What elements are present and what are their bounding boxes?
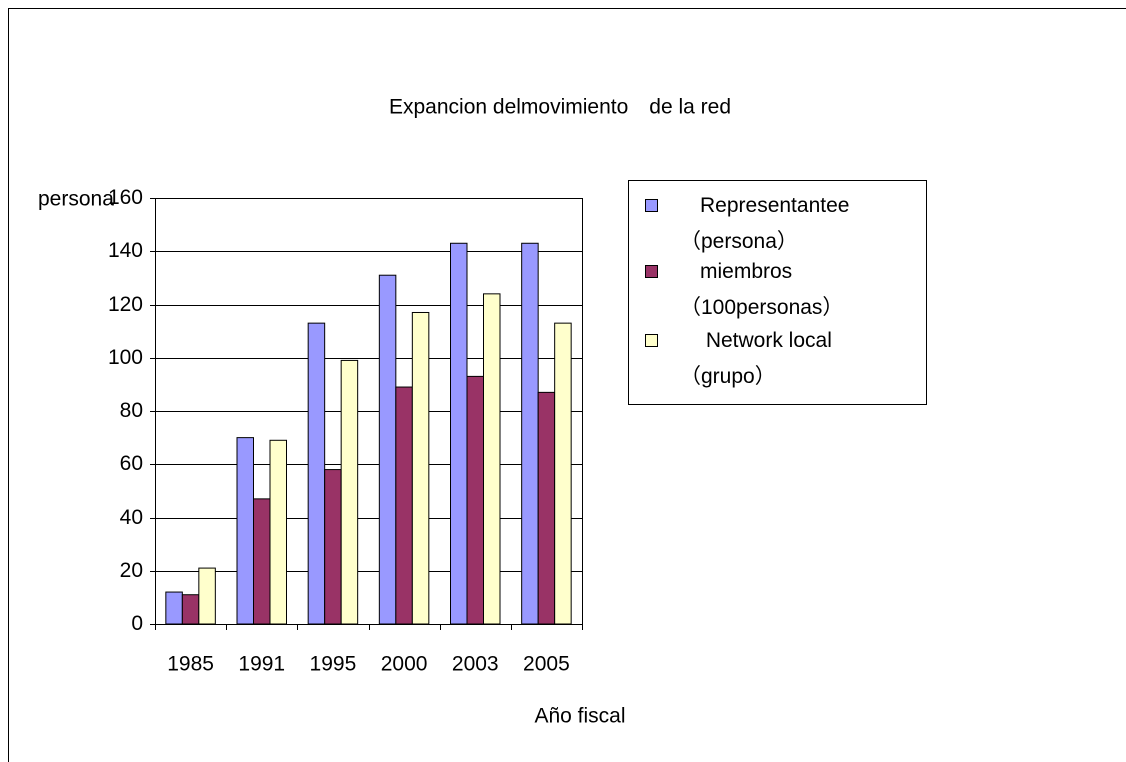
bar [554,322,572,625]
bar [450,242,468,625]
x-tick-label: 2000 [381,653,428,676]
bar [269,439,287,625]
y-tick-label: 0 [131,612,143,635]
legend-label: miembros （100personas） [680,260,843,319]
chart-title: Expancion delmovimiento de la red [389,96,731,119]
y-tick-label: 40 [120,506,143,529]
bar [340,359,359,625]
legend-label: Representantee （persona） [680,194,849,253]
x-tick-label: 2003 [452,653,499,676]
legend-swatch [645,199,658,212]
bar [537,391,556,625]
bar [411,311,430,625]
bar [165,591,183,625]
y-tick-label: 160 [108,186,143,209]
chart-frame [8,8,1126,762]
bar [395,386,413,625]
bar [198,567,216,625]
x-tick-label: 2005 [523,653,570,676]
x-axis-label: Año fiscal [534,705,625,728]
bar [236,437,254,625]
y-tick-label: 60 [120,452,143,475]
legend-label: Network local （grupo） [680,329,832,388]
bar [378,274,397,625]
legend-swatch [645,265,658,278]
bar [324,469,342,625]
x-tick-label: 1991 [238,653,285,676]
bar [483,293,501,625]
legend-box [628,180,927,405]
y-tick-label: 20 [120,559,143,582]
y-tick-label: 80 [120,399,143,422]
y-tick-label: 140 [108,239,143,262]
x-tick-label: 1985 [167,653,214,676]
bar [253,498,271,625]
bar [466,375,484,625]
y-axis-label: persona [38,188,114,211]
y-tick-label: 100 [108,346,143,369]
x-tick-label: 1995 [310,653,357,676]
bar [307,322,326,625]
bar [181,594,200,625]
legend-swatch [645,334,658,347]
y-tick-label: 120 [108,293,143,316]
bar [521,242,539,625]
